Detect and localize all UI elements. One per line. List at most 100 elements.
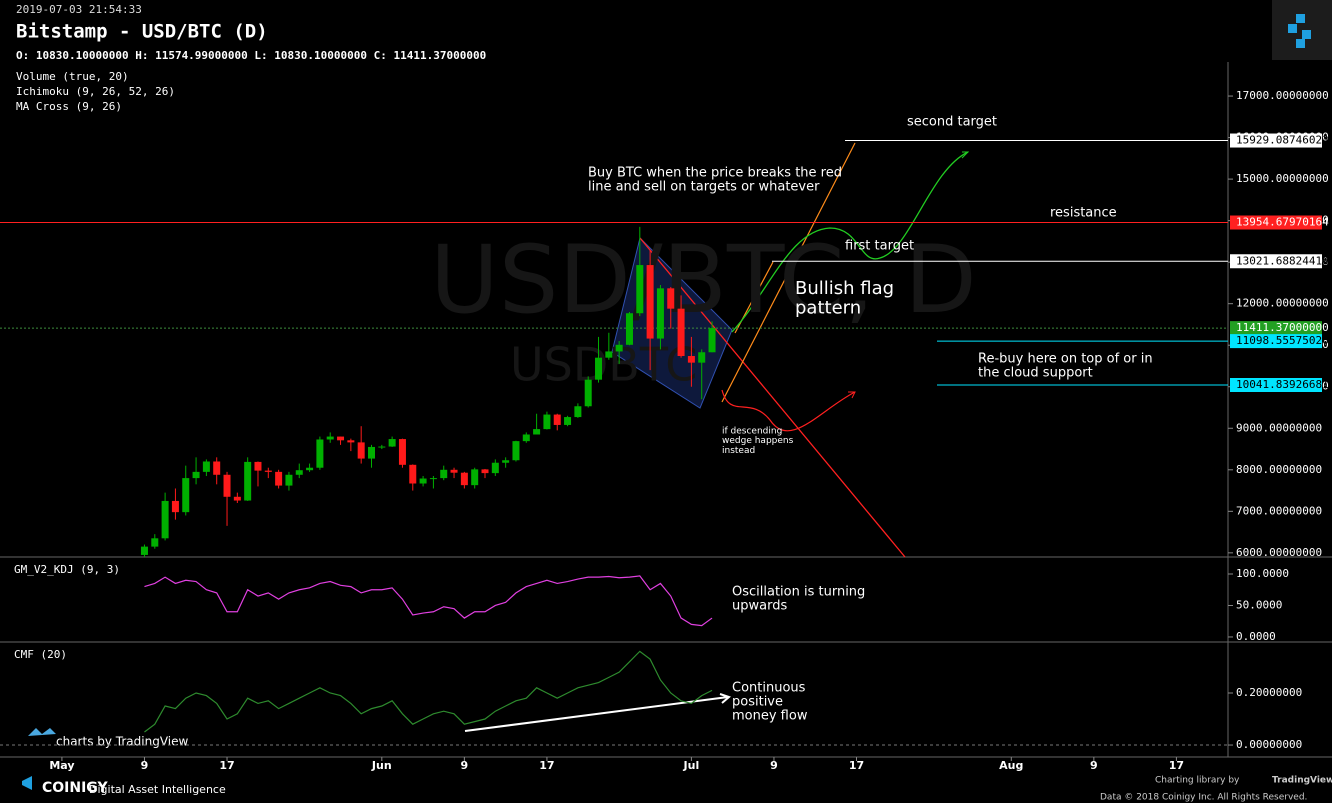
candle-body — [625, 313, 633, 345]
tv-badge: charts by TradingView — [56, 735, 188, 749]
candle-body — [605, 351, 613, 358]
x-tick-label: 17 — [219, 759, 234, 772]
annotation: Oscillation is turning — [732, 585, 865, 600]
candle-body — [595, 357, 603, 380]
candle-body — [687, 356, 695, 363]
annotation: wedge happens — [722, 436, 794, 446]
annotation: if descending — [722, 427, 782, 437]
candle-body — [677, 308, 685, 357]
candle-body — [656, 288, 664, 339]
panel-title: CMF (20) — [14, 648, 67, 661]
library-name: TradingView — [1272, 776, 1332, 786]
library-text: Charting library by — [1155, 776, 1240, 786]
annotation: instead — [722, 446, 755, 456]
candle-body — [264, 470, 272, 472]
candle-body — [254, 461, 262, 471]
level-tag — [1230, 321, 1322, 336]
candle-body — [636, 265, 644, 314]
annotation: upwards — [732, 599, 787, 614]
candle-body — [574, 406, 582, 418]
candle-body — [450, 469, 458, 473]
level-label: 11411.37000000 — [1236, 321, 1329, 334]
x-tick-label: May — [49, 759, 74, 772]
level-tag — [1230, 254, 1322, 269]
y-tick-label: 7000.00000000 — [1236, 504, 1322, 517]
indicator-label: Ichimoku (9, 26, 52, 26) — [16, 85, 175, 98]
annotation: pattern — [795, 297, 861, 318]
candle-body — [481, 469, 489, 474]
projection-path — [731, 151, 969, 333]
y-tick-label: 0.00000000 — [1236, 738, 1302, 751]
indicator-line — [144, 575, 713, 627]
candle-body — [140, 546, 148, 555]
candle-body — [202, 461, 210, 472]
candle-body — [161, 500, 169, 539]
candle-body — [285, 474, 293, 486]
candle-body — [357, 442, 365, 459]
annotation: Continuous — [732, 681, 806, 696]
x-tick-label: 9 — [1090, 759, 1098, 772]
x-tick-label: Aug — [999, 759, 1023, 772]
candle-body — [502, 460, 510, 463]
y-tick-label: 100.0000 — [1236, 567, 1289, 580]
candle-body — [419, 478, 427, 484]
candle-body — [378, 446, 386, 448]
indicator-line — [144, 650, 713, 733]
y-tick-label: 50.0000 — [1236, 598, 1282, 611]
level-label: 13021.68824410 — [1236, 254, 1329, 267]
candle-body — [615, 344, 623, 352]
candle-body — [337, 436, 345, 441]
brand: COINIGY — [42, 780, 108, 796]
channel-line — [721, 142, 856, 403]
candle-body — [295, 470, 303, 475]
annotation: positive — [732, 695, 783, 710]
candle-body — [275, 471, 283, 486]
annotation: Re-buy here on top of or in — [978, 352, 1153, 367]
arrow-head — [961, 151, 970, 159]
annotation: line and sell on targets or whatever — [588, 180, 820, 195]
x-tick-label: 17 — [539, 759, 554, 772]
candle-body — [171, 500, 179, 513]
annotation: second target — [907, 115, 997, 130]
x-tick-label: 9 — [141, 759, 149, 772]
y-tick-label: 9000.00000000 — [1236, 421, 1322, 434]
y-tick-label: 6000.00000000 — [1236, 546, 1322, 559]
candle-body — [698, 352, 706, 363]
candle-body — [584, 379, 592, 407]
annotation: first target — [845, 239, 914, 254]
candle-body — [244, 461, 252, 501]
candle-body — [409, 464, 417, 484]
annotation: resistance — [1050, 206, 1117, 221]
y-tick-label: 15000.00000000 — [1236, 172, 1329, 185]
brand-icon — [22, 776, 32, 790]
candle-body — [553, 414, 561, 425]
level-label: 15929.08746023 — [1236, 134, 1329, 147]
candle-body — [367, 446, 375, 459]
chart-title: Bitstamp - USD/BTC (D) — [16, 21, 268, 43]
x-tick-label: 9 — [770, 759, 778, 772]
candle-body — [213, 461, 221, 475]
candle-body — [708, 328, 716, 353]
watermark: USDBTC — [510, 338, 697, 392]
annotation: Buy BTC when the price breaks the red — [588, 166, 842, 181]
x-tick-label: 17 — [1169, 759, 1184, 772]
candle-body — [440, 469, 448, 479]
candle-body — [192, 471, 200, 479]
x-tick-label: 17 — [849, 759, 864, 772]
candle-body — [388, 439, 396, 447]
candle-body — [460, 472, 468, 486]
candle-body — [233, 496, 241, 501]
candle-body — [223, 474, 231, 497]
y-tick-label: 8000.00000000 — [1236, 463, 1322, 476]
candle-body — [316, 439, 324, 468]
level-tag — [1230, 133, 1322, 148]
panel-title: GM_V2_KDJ (9, 3) — [14, 563, 120, 576]
watermark: USD/BTC, D — [430, 226, 977, 335]
candle-body — [398, 439, 406, 465]
annotation: the cloud support — [978, 366, 1093, 381]
candle-body — [151, 538, 159, 547]
logo — [1288, 14, 1311, 48]
candle-body — [646, 265, 654, 339]
x-tick-label: Jul — [683, 759, 700, 772]
